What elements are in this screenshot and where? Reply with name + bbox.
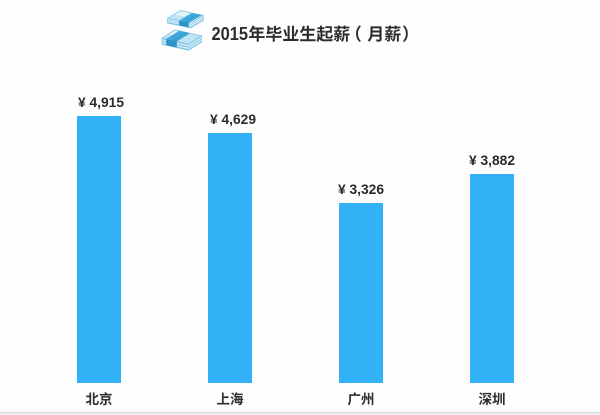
svg-text:¥ 3,326: ¥ 3,326 (338, 182, 384, 197)
svg-text:¥ 4,915: ¥ 4,915 (78, 95, 124, 110)
svg-text:2015: 2015 (212, 23, 249, 44)
svg-text:¥ 4,629: ¥ 4,629 (209, 112, 255, 127)
svg-text:¥ 3,882: ¥ 3,882 (469, 153, 515, 168)
